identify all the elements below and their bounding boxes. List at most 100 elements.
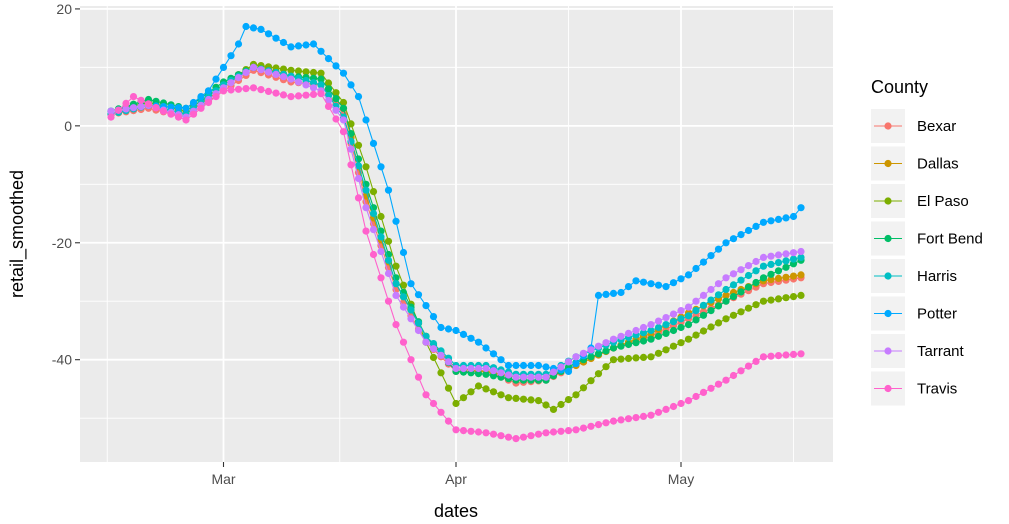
data-point	[519, 373, 528, 381]
data-point	[699, 388, 708, 396]
data-point	[669, 310, 678, 318]
data-point	[474, 428, 483, 436]
data-point	[722, 291, 730, 299]
data-point	[714, 302, 723, 310]
data-point	[407, 356, 415, 364]
data-point	[287, 93, 295, 101]
data-point	[602, 419, 610, 427]
data-point	[714, 380, 723, 388]
data-point	[414, 291, 423, 299]
data-point	[617, 342, 625, 350]
data-point	[669, 342, 678, 350]
data-point	[482, 385, 490, 393]
data-point	[692, 331, 700, 339]
grid-major	[80, 6, 833, 462]
data-point	[617, 332, 625, 340]
data-point	[137, 96, 145, 104]
data-point	[354, 93, 363, 101]
data-point	[467, 334, 475, 342]
data-point	[782, 263, 790, 271]
data-point	[744, 262, 753, 270]
data-point	[579, 424, 588, 432]
data-point	[309, 79, 318, 87]
data-point	[167, 110, 175, 118]
data-point	[542, 373, 550, 381]
legend-label: El Paso	[917, 193, 969, 210]
data-point	[234, 74, 243, 82]
data-point	[549, 428, 558, 436]
data-point	[767, 260, 775, 268]
data-point	[609, 356, 618, 364]
legend-label: Tarrant	[917, 343, 965, 360]
data-point	[107, 113, 115, 121]
data-point	[699, 291, 708, 299]
data-point	[699, 327, 708, 335]
data-point	[617, 288, 625, 297]
data-point	[767, 252, 775, 260]
data-point	[279, 38, 288, 47]
data-point	[272, 34, 280, 42]
data-point	[519, 433, 528, 441]
data-point	[384, 269, 393, 278]
data-point	[324, 55, 333, 63]
data-point	[512, 435, 520, 443]
data-point	[519, 395, 528, 403]
data-point	[542, 401, 550, 409]
data-point	[414, 326, 423, 335]
legend-key-fort-bend-point	[884, 234, 892, 243]
data-point	[414, 319, 423, 327]
data-point	[534, 397, 543, 405]
data-point	[407, 280, 415, 288]
data-point	[549, 405, 558, 413]
data-point	[459, 427, 468, 435]
data-point	[684, 397, 693, 405]
data-point	[197, 93, 205, 101]
data-point	[204, 87, 213, 95]
data-point	[302, 41, 310, 49]
data-point	[662, 329, 670, 337]
data-point	[797, 350, 805, 358]
data-point	[512, 373, 520, 381]
data-point	[339, 116, 348, 124]
data-point	[377, 212, 385, 221]
data-point	[722, 285, 730, 294]
data-point	[564, 396, 573, 404]
data-point	[782, 257, 790, 265]
data-point	[797, 253, 805, 261]
data-point	[392, 217, 400, 225]
data-point	[264, 68, 273, 76]
data-point	[482, 344, 490, 352]
data-point	[452, 326, 460, 335]
data-point	[737, 367, 745, 375]
data-point	[467, 427, 475, 435]
data-point	[414, 373, 423, 381]
data-point	[647, 280, 655, 288]
data-point	[632, 326, 640, 335]
data-point	[752, 267, 760, 275]
data-point	[737, 276, 745, 284]
data-point	[602, 339, 610, 347]
data-point	[429, 313, 438, 321]
data-point	[497, 356, 505, 364]
data-point	[302, 81, 310, 89]
data-point	[677, 307, 685, 315]
y-tick-label: -20	[52, 235, 72, 251]
data-point	[242, 85, 250, 93]
data-point	[444, 417, 453, 425]
data-point	[122, 99, 130, 107]
data-point	[294, 78, 303, 86]
data-point	[647, 335, 655, 343]
data-point	[557, 363, 565, 371]
data-point	[362, 163, 370, 171]
data-point	[654, 349, 663, 357]
data-point	[384, 186, 393, 194]
data-point	[474, 364, 483, 373]
data-point	[632, 277, 640, 285]
data-point	[332, 115, 340, 123]
data-point	[437, 323, 445, 332]
data-point	[624, 329, 633, 337]
data-point	[752, 301, 760, 309]
data-point	[204, 98, 213, 107]
data-point	[257, 25, 265, 33]
data-point	[707, 307, 715, 315]
